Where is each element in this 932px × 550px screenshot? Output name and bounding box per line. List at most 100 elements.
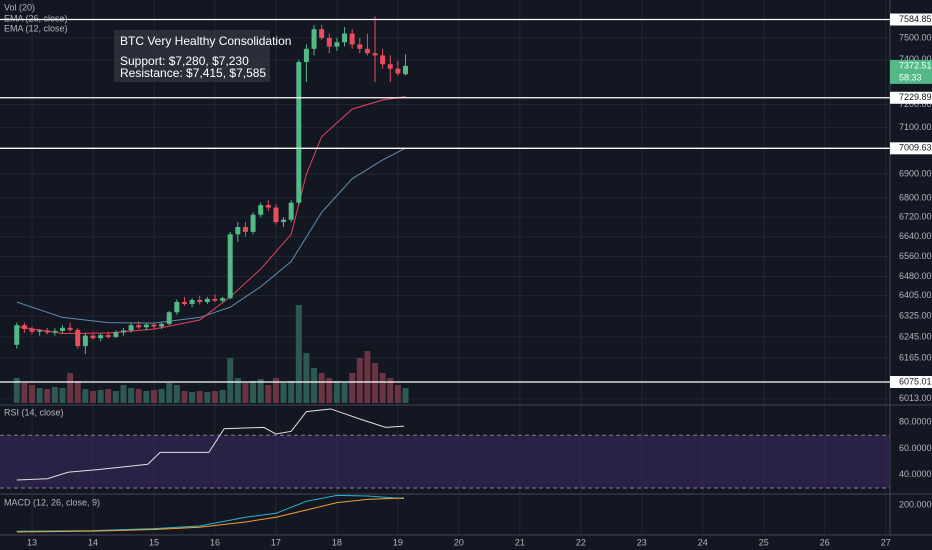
x-tick-label: 15 — [149, 537, 159, 547]
y-tick-label: 6013.00 — [899, 393, 932, 403]
candle-body — [364, 48, 370, 54]
volume-bar — [97, 390, 104, 403]
y-tick-label: 80.0000 — [899, 416, 932, 426]
annotation-line: Resistance: $7,415, $7,585 — [120, 66, 266, 80]
candle-body — [303, 48, 309, 63]
level-tag — [890, 375, 932, 388]
volume-bar — [333, 381, 340, 403]
y-tick-label: 6900.00 — [899, 168, 932, 178]
x-tick-label: 18 — [332, 537, 342, 547]
volume-bar — [67, 373, 74, 403]
y-tick-label: 7500.00 — [899, 32, 932, 42]
volume-bar — [242, 383, 249, 403]
volume-bar — [394, 385, 401, 403]
candle-body — [120, 330, 126, 333]
y-tick-label: 7100.00 — [899, 122, 932, 132]
candle-body — [273, 207, 279, 223]
volume-bar — [250, 381, 257, 403]
level-tag — [890, 91, 932, 104]
x-tick-label: 23 — [637, 537, 647, 547]
x-tick-label: 20 — [454, 537, 464, 547]
candle-body — [29, 329, 35, 332]
volume-bar — [211, 391, 218, 403]
volume-bar — [234, 378, 241, 403]
candle-body — [372, 53, 378, 56]
volume-bar — [173, 385, 180, 403]
volume-bar — [196, 391, 203, 403]
series-line — [16, 147, 406, 324]
volume-bar — [372, 363, 379, 403]
level-tag-label: 6075.01 — [899, 376, 932, 386]
x-tick-label: 14 — [88, 537, 98, 547]
candle-body — [342, 33, 348, 43]
candle-body — [21, 325, 27, 330]
candle-body — [159, 323, 165, 327]
volume-bar — [387, 378, 394, 403]
candle-body — [403, 65, 409, 75]
volume-bar — [303, 353, 310, 403]
legend-entry: Vol (20) — [4, 2, 35, 12]
volume-bar — [158, 389, 165, 403]
volume-bar — [150, 390, 157, 403]
level-tag — [890, 142, 932, 155]
annotation: BTC Very Healthy Consolidation Support: … — [114, 30, 291, 82]
candle-body — [44, 330, 50, 333]
y-tick-label: 40.0000 — [899, 469, 932, 479]
volume-bar — [181, 391, 188, 403]
level-tag-label: 7009.63 — [899, 143, 932, 153]
candle-body — [311, 29, 317, 49]
candle-body — [326, 37, 332, 47]
volume-bar — [265, 385, 272, 403]
volume-bar — [364, 351, 371, 403]
volume-bar — [280, 383, 287, 403]
x-tick-label: 22 — [576, 537, 586, 547]
x-tick-label: 13 — [27, 537, 37, 547]
candle-body — [220, 298, 226, 301]
volume-bar — [29, 385, 36, 403]
countdown: 58:33 — [899, 72, 922, 82]
volume-bar — [36, 388, 43, 403]
pane-title: MACD (12, 26, close, 9) — [4, 497, 100, 507]
level-tag-label: 7229.89 — [899, 92, 932, 102]
candle-body — [296, 62, 302, 203]
x-tick-label: 19 — [393, 537, 403, 547]
volume-bar — [82, 389, 89, 403]
candle-body — [105, 335, 111, 337]
y-tick-label: 6640.00 — [899, 231, 932, 241]
candle-body — [82, 335, 88, 347]
candle-body — [281, 219, 287, 223]
last-price-tag — [890, 59, 932, 84]
x-tick-label: 17 — [271, 537, 281, 547]
volume-bar — [288, 381, 295, 403]
candle-body — [14, 325, 20, 345]
candle-body — [265, 205, 271, 208]
annotation-line: Support: $7,280, $7,230 — [120, 54, 249, 68]
x-tick-label: 26 — [820, 537, 830, 547]
candle-body — [387, 64, 393, 69]
candle-body — [37, 330, 43, 332]
volume-bar — [120, 385, 127, 403]
volume-bar — [13, 378, 20, 403]
volume-bar — [379, 373, 386, 403]
volume-bar — [326, 378, 333, 403]
volume-bar — [349, 373, 356, 403]
candle-body — [128, 325, 134, 331]
volume-bar — [227, 358, 234, 403]
volume-bar — [128, 388, 135, 403]
y-tick-label: 60.0000 — [899, 443, 932, 453]
candle-body — [113, 332, 119, 337]
y-tick-label: 6245.00 — [899, 331, 932, 341]
x-tick-label: 21 — [515, 537, 525, 547]
y-tick-label: 6405.00 — [899, 290, 932, 300]
volume-bar — [105, 389, 112, 403]
volume-bar — [44, 389, 51, 403]
candle-body — [258, 205, 264, 215]
legend-entry: EMA (12, close) — [4, 23, 68, 33]
candle-body — [334, 42, 340, 47]
y-tick-label: 6800.00 — [899, 192, 932, 202]
candle-body — [143, 324, 149, 328]
volume-bar — [135, 389, 142, 403]
last-price-label: 7372.51 — [899, 60, 932, 70]
volume-bar — [59, 388, 66, 403]
